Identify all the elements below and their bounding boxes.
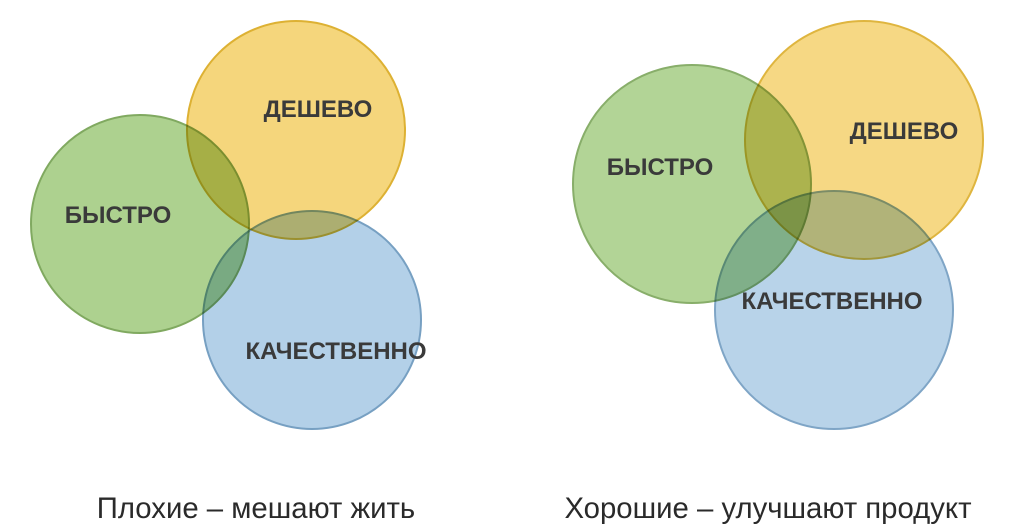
caption-good: Хорошие – улучшают продукт [512,492,1024,526]
caption-bad: Плохие – мешают жить [0,492,512,526]
circle-good-quality [714,190,954,430]
venn-bad: ДЕШЕВО БЫСТРО КАЧЕСТВЕННО Плохие – мешаю… [0,0,512,530]
circle-bad-quality [202,210,422,430]
venn-good: ДЕШЕВО БЫСТРО КАЧЕСТВЕННО Хорошие – улуч… [512,0,1024,530]
